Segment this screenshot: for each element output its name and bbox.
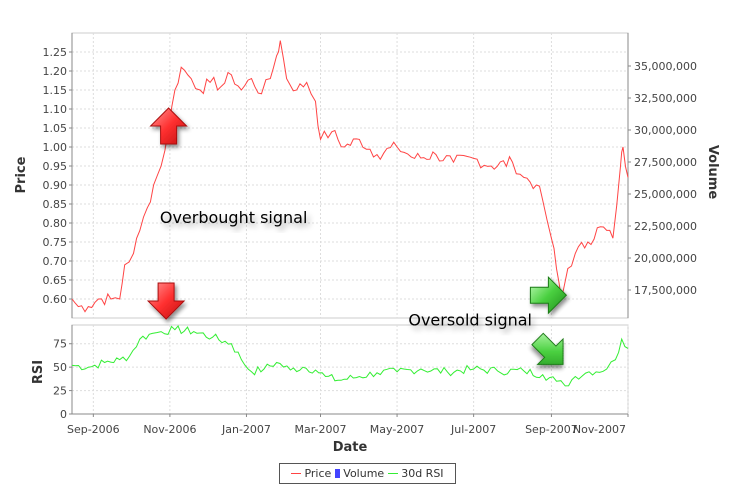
price-tick-label-1: 0.65 <box>43 274 68 287</box>
rsi-tick-label-3: 75 <box>53 338 67 351</box>
x-tick-label-7: Nov-2007 <box>573 423 626 436</box>
volume-tick-label-5: 22,500,000 <box>634 220 697 233</box>
up-arrow-icon <box>149 107 188 145</box>
tick-labels: Sep-2006 Nov-2006 Jan-2007 Mar-2007 May-2007… <box>43 46 697 436</box>
annotations: Overbought signal Oversold signal <box>160 208 532 330</box>
legend-item-rsi: 30d RSI <box>388 467 444 480</box>
price-tick-label-5: 0.85 <box>43 198 68 211</box>
price-tick-label-13: 1.25 <box>43 46 68 59</box>
price-tick-label-11: 1.15 <box>43 84 68 97</box>
annotation-1: Oversold signal <box>408 311 532 330</box>
x-axis-title: Date <box>333 440 368 455</box>
price-tick-label-7: 0.95 <box>43 160 68 173</box>
x-tick-label-3: Mar-2007 <box>294 423 346 436</box>
rsi-tick-label-2: 50 <box>53 361 67 374</box>
price-tick-label-12: 1.20 <box>43 65 68 78</box>
volume-tick-label-7: 17,500,000 <box>634 284 697 297</box>
rsi-plot-area <box>71 324 629 415</box>
x-tick-label-0: Sep-2006 <box>67 423 120 436</box>
price-axis-title: Price <box>14 156 29 193</box>
volume-tick-label-4: 25,000,000 <box>634 188 697 201</box>
price-plot-area <box>71 32 629 319</box>
legend-label-volume: Volume <box>343 467 385 480</box>
x-tick-label-5: Jul-2007 <box>450 423 496 436</box>
legend-swatch-rsi <box>388 473 399 474</box>
axes <box>71 33 629 415</box>
down-arrow-icon <box>146 282 186 320</box>
down-right-arrow-icon <box>531 332 564 365</box>
legend-item-price: Price <box>291 467 331 480</box>
price-rsi-chart: Sep-2006 Nov-2006 Jan-2007 Mar-2007 May-2007… <box>14 32 720 455</box>
signal-arrows <box>146 107 568 365</box>
price-tick-label-6: 0.90 <box>43 179 68 192</box>
grid-lines <box>72 33 629 414</box>
x-tick-label-1: Nov-2006 <box>143 423 196 436</box>
price-tick-label-8: 1.00 <box>43 141 68 154</box>
legend-swatch-price <box>291 473 302 474</box>
legend-item-volume: Volume <box>335 467 384 480</box>
right-arrow-icon <box>529 275 568 315</box>
price-tick-label-10: 1.10 <box>43 103 68 116</box>
x-tick-label-2: Jan-2007 <box>221 423 271 436</box>
x-tick-label-6: Sep-2007 <box>525 423 578 436</box>
price-tick-label-0: 0.60 <box>43 293 68 306</box>
price-tick-label-2: 0.70 <box>43 255 68 268</box>
legend: Price Volume 30d RSI <box>279 463 456 484</box>
legend-label-price: Price <box>304 467 332 480</box>
volume-tick-label-2: 30,000,000 <box>634 124 697 137</box>
annotation-0: Overbought signal <box>160 208 308 227</box>
volume-axis-title: Volume <box>705 145 720 200</box>
price-tick-label-9: 1.05 <box>43 122 68 135</box>
volume-tick-label-3: 27,500,000 <box>634 156 697 169</box>
legend-label-rsi: 30d RSI <box>401 467 444 480</box>
legend-swatch-volume <box>335 469 341 478</box>
volume-tick-label-1: 32,500,000 <box>634 92 697 105</box>
rsi-axis-title: RSI <box>31 360 46 384</box>
price-tick-label-3: 0.75 <box>43 236 68 249</box>
volume-tick-label-0: 35,000,000 <box>634 60 697 73</box>
x-tick-label-4: May-2007 <box>370 423 425 436</box>
rsi-tick-label-1: 25 <box>53 385 67 398</box>
price-tick-label-4: 0.80 <box>43 217 68 230</box>
rsi-series-line <box>71 325 629 387</box>
rsi-tick-label-0: 0 <box>60 408 67 421</box>
volume-tick-label-6: 20,000,000 <box>634 252 697 265</box>
